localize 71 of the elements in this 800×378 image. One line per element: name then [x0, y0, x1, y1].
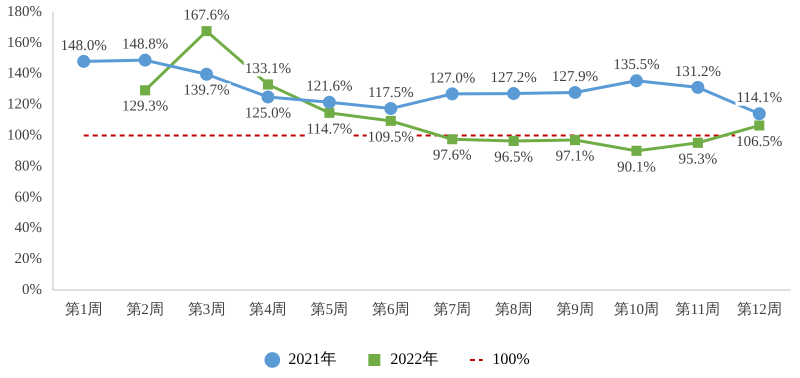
x-tick-label: 第5周 — [310, 300, 348, 318]
y-tick-label: 60% — [14, 189, 42, 206]
data-label: 97.6% — [432, 148, 472, 164]
data-label: 127.2% — [490, 70, 537, 86]
data-label: 129.3% — [122, 98, 168, 115]
point — [140, 85, 150, 96]
data-label: 96.5% — [494, 149, 533, 166]
point — [752, 107, 766, 120]
point — [386, 116, 396, 126]
point — [570, 135, 580, 146]
point — [200, 68, 214, 81]
point — [324, 108, 334, 118]
y-tick-label: 120% — [6, 96, 42, 113]
data-label: 121.6% — [306, 78, 352, 95]
legend-label: 2021年 — [288, 351, 336, 368]
point — [202, 26, 212, 36]
data-label: 167.6% — [183, 8, 230, 24]
point — [322, 96, 336, 109]
x-tick-label: 第12周 — [736, 300, 782, 318]
y-tick-label: 160% — [6, 34, 42, 51]
data-label: 133.1% — [244, 60, 292, 77]
x-tick-label: 第4周 — [249, 300, 287, 318]
data-label: 131.2% — [674, 64, 721, 80]
data-label: 109.5% — [368, 129, 414, 146]
y-tick-label: 0% — [22, 282, 42, 298]
x-tick-label: 第3周 — [188, 300, 226, 318]
x-tick-label: 第10周 — [614, 300, 659, 318]
point — [630, 74, 643, 88]
point — [138, 54, 152, 67]
x-tick-label: 第2周 — [126, 300, 164, 318]
data-label: 114.1% — [736, 90, 782, 106]
x-tick-label: 第6周 — [372, 300, 410, 318]
point — [77, 54, 90, 68]
y-tick-label: 180% — [6, 4, 42, 20]
point — [631, 146, 642, 156]
data-label: 135.5% — [613, 57, 660, 74]
legend-label: 100% — [492, 351, 530, 368]
data-label: 127.9% — [552, 68, 598, 85]
data-label: 114.7% — [306, 121, 352, 138]
data-label: 106.5% — [736, 134, 782, 150]
x-tick-label: 第8周 — [494, 300, 532, 318]
point — [508, 136, 519, 146]
y-tick-label: 80% — [14, 158, 42, 174]
x-tick-label: 第11周 — [676, 300, 720, 318]
x-tick-label: 第1周 — [64, 300, 102, 318]
data-label: 117.5% — [368, 84, 414, 101]
x-tick-label: 第7周 — [433, 300, 471, 318]
data-label: 97.1% — [556, 148, 594, 164]
y-tick-label: 100% — [6, 127, 42, 144]
point — [691, 80, 704, 94]
data-label: 148.8% — [122, 36, 168, 53]
x-tick-label: 第9周 — [556, 300, 594, 318]
point — [446, 87, 459, 100]
data-label: 95.3% — [678, 151, 718, 168]
point — [384, 102, 398, 116]
y-tick-label: 40% — [14, 220, 42, 236]
point — [262, 79, 273, 90]
data-label: 125.0% — [244, 105, 292, 122]
point — [261, 90, 274, 104]
point — [507, 87, 520, 100]
point — [692, 138, 703, 148]
data-label: 139.7% — [183, 82, 230, 99]
data-label: 90.1% — [617, 159, 656, 176]
data-label: 127.0% — [429, 70, 476, 86]
point — [447, 134, 458, 144]
y-tick-label: 20% — [14, 251, 42, 268]
point — [568, 86, 582, 99]
point — [754, 120, 764, 131]
data-label: 148.0% — [60, 38, 107, 54]
legend-label: 2022年 — [390, 351, 438, 368]
y-tick-label: 140% — [6, 66, 42, 82]
